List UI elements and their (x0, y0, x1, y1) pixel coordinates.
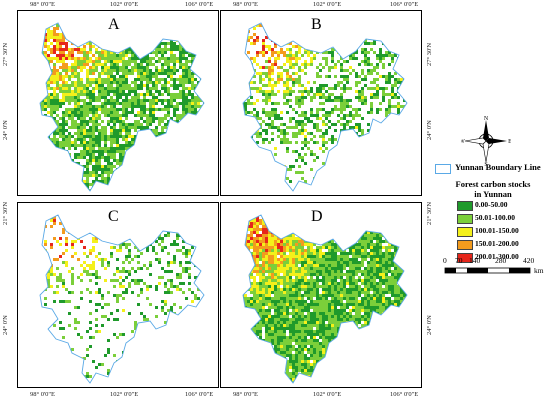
legend-swatch (457, 253, 473, 263)
legend-sidebar: N E S W Yunnan Boundary Line Forest carb… (425, 0, 550, 400)
scale-tick: 140 (469, 256, 481, 265)
lat-tick: 21° 30'N (2, 201, 9, 225)
yunnan-boundary-line (242, 22, 408, 192)
legend-label: 200.01-300.00 (475, 252, 519, 261)
lat-tick: 27° 30'N (2, 42, 9, 66)
lon-tick: 102° 0'0"E (313, 1, 342, 8)
panel-label: D (311, 208, 323, 225)
lat-tick: 24° 0'N (2, 315, 9, 335)
lon-tick: 102° 0'0"E (110, 391, 139, 398)
map-a-svg (39, 22, 205, 192)
scale-bar: 0 70 140 280 420 km (435, 256, 545, 286)
yunnan-boundary-line (242, 214, 408, 384)
north-arrow-icon: N E S W (461, 116, 511, 166)
lon-tick: 98° 0'0"E (30, 1, 56, 8)
scale-tick: 420 (523, 256, 535, 265)
legend-label: 150.01-200.00 (475, 239, 519, 248)
map-d-svg (242, 214, 408, 384)
lon-tick: 98° 0'0"E (30, 391, 56, 398)
lat-tick: 24° 0'N (2, 120, 9, 140)
scale-tick: 280 (495, 256, 507, 265)
yunnan-boundary-line (39, 22, 205, 192)
map-panel-d: D (220, 202, 422, 388)
yunnan-boundary-line (39, 214, 205, 384)
legend-swatch (457, 214, 473, 224)
legend-label: 50.01-100.00 (475, 213, 515, 222)
scale-unit: km (534, 266, 544, 275)
legend-label: 0.00-50.00 (475, 200, 508, 209)
lon-tick: 98° 0'0"E (233, 1, 259, 8)
map-panel-b: B (220, 10, 422, 196)
boundary-label: Yunnan Boundary Line (455, 162, 541, 172)
map-b-svg (242, 22, 408, 192)
compass-w: W (461, 139, 465, 145)
lon-tick: 102° 0'0"E (313, 391, 342, 398)
compass-s: S (484, 162, 487, 166)
legend-title: Forest carbon stocks in Yunnan (455, 179, 531, 199)
panel-label: C (108, 208, 119, 225)
scale-tick: 70 (455, 256, 463, 265)
panel-label: B (311, 16, 322, 33)
lon-tick: 106° 0'0"E (390, 391, 419, 398)
lon-tick: 106° 0'0"E (390, 1, 419, 8)
boundary-swatch (435, 164, 451, 174)
legend-swatch (457, 201, 473, 211)
map-panel-c: C (17, 202, 219, 388)
map-panel-a: A (17, 10, 219, 196)
panel-label: A (108, 16, 120, 33)
map-c-svg (39, 214, 205, 384)
compass-n: N (484, 116, 489, 122)
lon-tick: 106° 0'0"E (185, 1, 214, 8)
scale-bar-graphic (444, 267, 531, 274)
lon-tick: 98° 0'0"E (233, 391, 259, 398)
legend-swatch (457, 227, 473, 237)
scale-tick: 0 (443, 256, 447, 265)
lon-tick: 102° 0'0"E (110, 1, 139, 8)
legend-label: 100.01-150.00 (475, 226, 519, 235)
compass-e: E (508, 139, 511, 145)
legend-swatch (457, 240, 473, 250)
lon-tick: 106° 0'0"E (185, 391, 214, 398)
